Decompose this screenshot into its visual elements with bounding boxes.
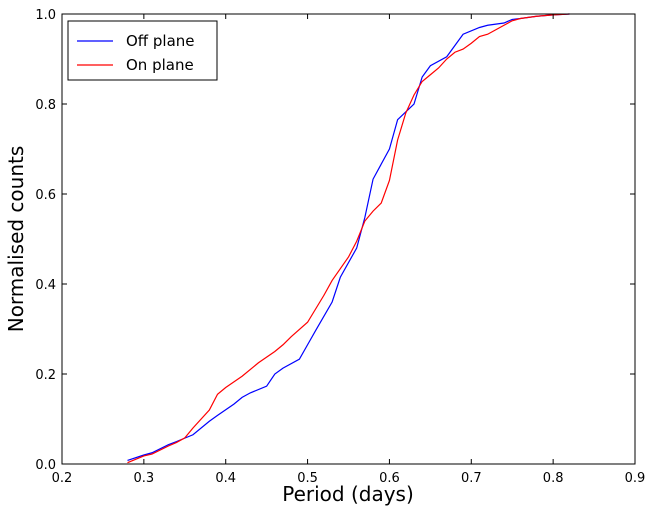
x-axis-title: Period (days) [282,482,414,506]
x-tick-label: 0.8 [543,471,564,486]
x-tick-label: 0.9 [625,471,646,486]
y-tick-label: 0.6 [35,188,56,203]
legend-label-0: Off plane [126,32,195,50]
x-tick-label: 0.3 [134,471,155,486]
x-tick-label: 0.5 [297,471,318,486]
x-tick-label: 0.7 [461,471,482,486]
y-axis-ticks: 0.0 0.2 0.4 0.6 0.8 1.0 [35,8,635,473]
y-tick-label: 0.0 [35,458,56,473]
y-tick-label: 0.8 [35,98,56,113]
x-tick-label: 0.4 [215,471,236,486]
y-tick-label: 0.2 [35,368,56,383]
x-axis-ticks: 0.2 0.3 0.4 0.5 0.6 0.7 0.8 0.9 [52,14,646,486]
plot-frame [61,13,636,465]
y-tick-label: 1.0 [35,8,56,23]
y-axis-title: Normalised counts [4,146,28,333]
series-line-1 [127,13,570,464]
x-tick-label: 0.6 [379,471,400,486]
legend-box [67,20,218,81]
legend: Off plane On plane [67,20,218,81]
y-tick-label: 0.4 [35,278,56,293]
series-layer [127,13,570,464]
x-tick-label: 0.2 [52,471,73,486]
series-line-0 [127,13,570,461]
plot-area [62,14,635,464]
legend-label-1: On plane [126,56,194,74]
